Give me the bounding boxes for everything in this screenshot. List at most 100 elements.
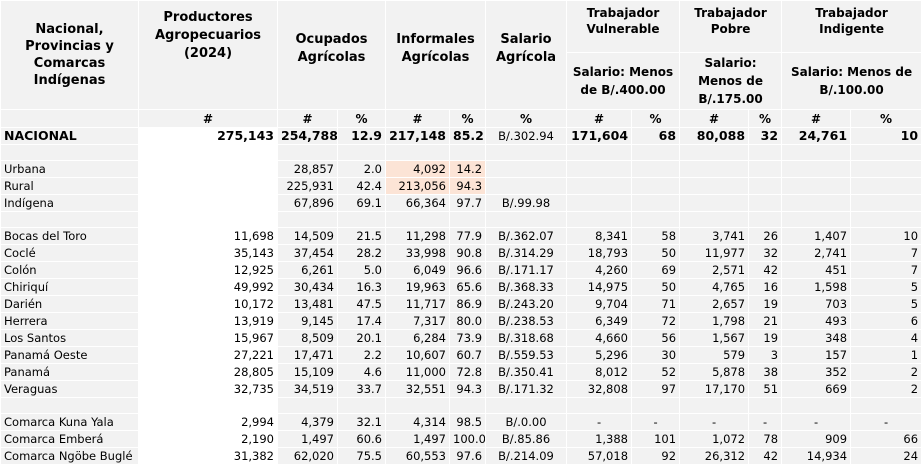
table-row-nacional: NACIONAL 275,143 254,788 12.9 217,148 85.2 B/.… [0,127,921,145]
spacer-cell [448,397,487,414]
table-cell: 14,509 [277,227,338,245]
table-cell: 6,261 [277,261,338,279]
table-row: Coclé 35,143 37,454 28.2 33,998 90.8 B/.314.29… [0,244,921,262]
table-cell: 27,221 [138,346,278,364]
table-cell: 217,148 [385,127,450,145]
header-vulnerable: Trabajador Vulnerable [566,0,681,53]
table-cell: 18,793 [566,244,633,262]
table-cell: 17,471 [277,346,338,364]
header-ocupados: Ocupados Agrícolas [277,0,386,110]
row-label: Darién [0,295,139,313]
table-cell: 26,312 [679,447,750,465]
table-cell: 8,341 [566,227,633,245]
table-cell: 37,454 [277,244,338,262]
table-cell: 80.0 [448,312,487,330]
spacer-cell [631,144,681,161]
table-cell: 32,735 [138,380,278,398]
table-cell: 101 [631,430,681,448]
table-cell: 21 [748,312,783,330]
table-cell: 11,298 [385,227,450,245]
table-cell: 92 [631,447,681,465]
table-cell [850,160,921,178]
spacer-cell [679,211,750,228]
header-vulnerable-sub: Salario: Menos de B/.400.00 [566,52,681,110]
table-row: Herrera 13,919 9,145 17.4 7,317 80.0 B/.238.53… [0,312,921,330]
spacer-cell [566,144,633,161]
spacer-cell [850,144,921,161]
table-cell: 56 [631,329,681,347]
table-row: Chiriquí 49,992 30,434 16.3 19,963 65.6 B/.368… [0,278,921,296]
table-cell [679,194,750,212]
table-cell: B/.0.00 [485,413,568,431]
table-cell: 32.1 [337,413,386,431]
row-label: Coclé [0,244,139,262]
spacer-cell [631,211,681,228]
table-cell [485,177,568,195]
table-cell: 17.4 [337,312,386,330]
table-row: Darién 10,172 13,481 47.5 11,717 86.9 B/.243.2… [0,295,921,313]
row-label: Indígena [0,194,139,212]
table-cell: 2 [850,363,921,381]
table-cell: 2,190 [138,430,278,448]
table-cell: B/.559.53 [485,346,568,364]
table-cell: 38 [748,363,783,381]
table-cell: 5,878 [679,363,750,381]
table-cell: 12.9 [337,127,386,145]
header-indigente-sub: Salario: Menos de B/.100.00 [781,52,921,110]
table-cell: 171,604 [566,127,633,145]
spacer-cell [337,144,386,161]
table-cell: 31,382 [138,447,278,465]
table-cell: 7,317 [385,312,450,330]
table-cell [631,177,681,195]
table-cell: 10 [850,127,921,145]
table-cell: - [781,413,852,431]
table-cell: 49,992 [138,278,278,296]
table-cell: 73.9 [448,329,487,347]
table-cell [781,177,852,195]
table-cell: 2,994 [138,413,278,431]
table-row: Colón 12,925 6,261 5.0 6,049 96.6 B/.171.17 4,2… [0,261,921,279]
table-cell: 1,598 [781,278,852,296]
table-cell [138,194,278,212]
spacer-cell [385,397,450,414]
table-cell: 14,975 [566,278,633,296]
table-cell [781,194,852,212]
table-cell: 17,170 [679,380,750,398]
row-label: Comarca Emberá [0,430,139,448]
table-cell: 4,379 [277,413,338,431]
table-cell: 71 [631,295,681,313]
table-cell: 68 [631,127,681,145]
table-cell [566,177,633,195]
table-cell: 7 [850,261,921,279]
unit-pct: % [850,109,921,128]
spacer-cell [138,144,278,161]
table-cell [631,160,681,178]
spacer-cell [850,211,921,228]
row-label: Los Santos [0,329,139,347]
row-label: Bocas del Toro [0,227,139,245]
table-cell: 58 [631,227,681,245]
table-cell: 90.8 [448,244,487,262]
table-cell: 57,018 [566,447,633,465]
table-cell: B/.171.32 [485,380,568,398]
table-cell: 66,364 [385,194,450,212]
header-region: Nacional, Provincias y Comarcas Indígena… [0,0,139,110]
table-cell [850,177,921,195]
table-cell: B/.171.17 [485,261,568,279]
table-cell: 33,998 [385,244,450,262]
row-label: Herrera [0,312,139,330]
table-cell: 1,388 [566,430,633,448]
table-cell: 51 [748,380,783,398]
table-cell: 28.2 [337,244,386,262]
table-cell: 60.7 [448,346,487,364]
table-cell: 6 [850,312,921,330]
table-cell: 254,788 [277,127,338,145]
table-cell: 4,260 [566,261,633,279]
table-cell: 32,808 [566,380,633,398]
table-cell: B/.362.07 [485,227,568,245]
table-cell: 98.5 [448,413,487,431]
unit-pct: % [485,109,568,128]
table-cell: 72 [631,312,681,330]
spacer-cell [781,397,852,414]
header-indigente: Trabajador Indigente [781,0,921,53]
